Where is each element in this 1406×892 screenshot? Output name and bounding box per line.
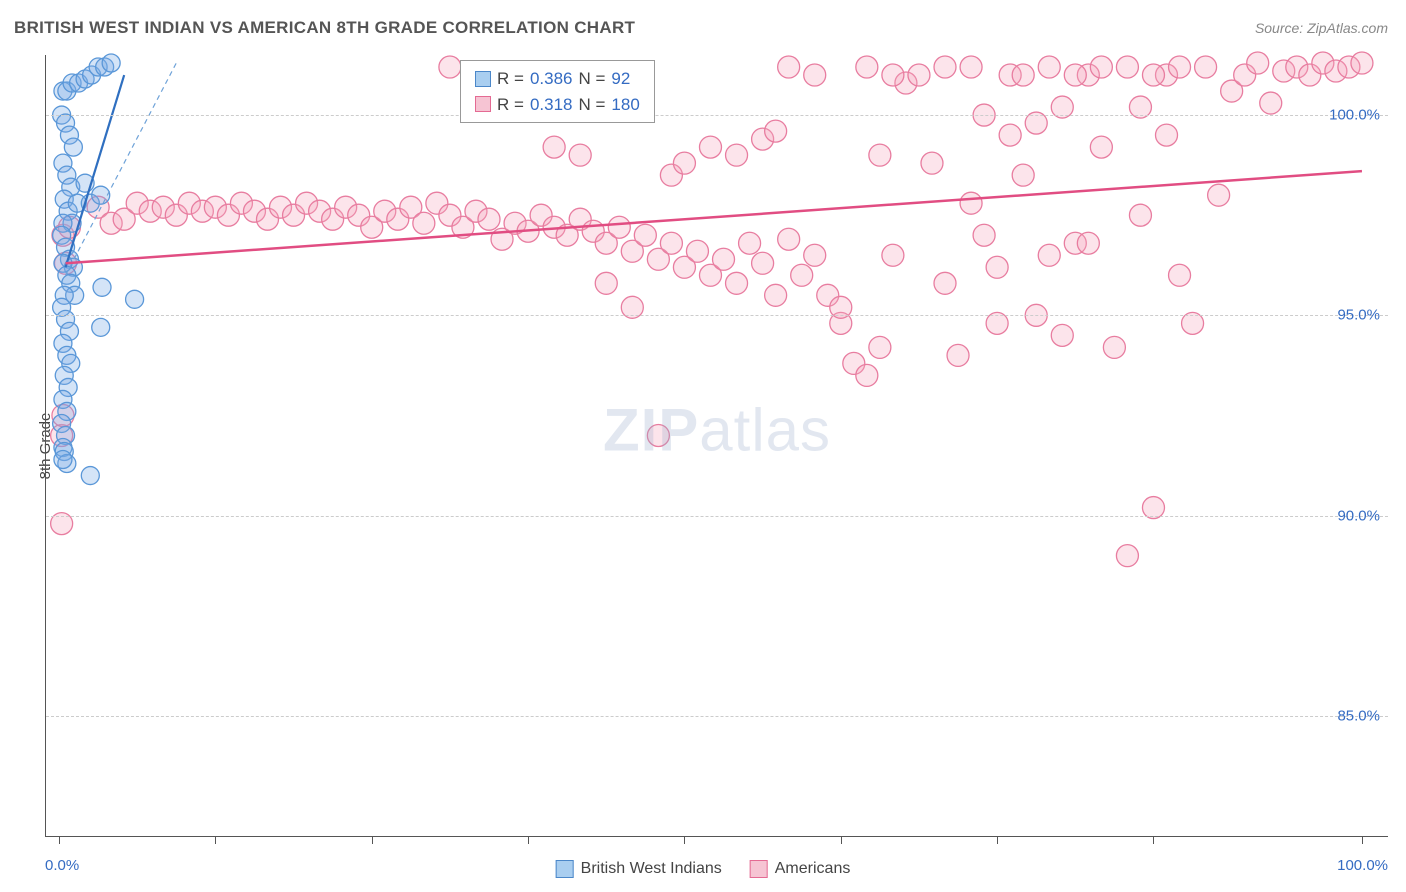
- legend-label-1: British West Indians: [581, 860, 722, 878]
- gridline: [46, 716, 1388, 717]
- legend-entry-2: Americans: [750, 860, 851, 878]
- y-tick-label: 90.0%: [1337, 507, 1380, 524]
- x-tick: [59, 836, 60, 844]
- x-tick: [215, 836, 216, 844]
- legend-swatch-pink-icon: [750, 860, 768, 878]
- x-tick: [841, 836, 842, 844]
- stats-row-2: R = 0.318 N = 180: [475, 92, 640, 118]
- x-tick: [684, 836, 685, 844]
- plot-area: ZIPatlas 85.0%90.0%95.0%100.0%: [45, 55, 1388, 837]
- x-tick: [997, 836, 998, 844]
- stats-legend: R = 0.386 N = 92 R = 0.318 N = 180: [460, 60, 655, 123]
- x-tick: [1362, 836, 1363, 844]
- chart-title: BRITISH WEST INDIAN VS AMERICAN 8TH GRAD…: [14, 18, 635, 38]
- legend-swatch-blue-icon: [556, 860, 574, 878]
- x-tick: [528, 836, 529, 844]
- x-tick: [1153, 836, 1154, 844]
- gridline: [46, 115, 1388, 116]
- y-tick-label: 85.0%: [1337, 707, 1380, 724]
- series-legend: British West Indians Americans: [556, 860, 851, 878]
- gridline: [46, 516, 1388, 517]
- x-min-label: 0.0%: [45, 857, 79, 874]
- gridline: [46, 315, 1388, 316]
- swatch-blue-icon: [475, 71, 491, 87]
- y-tick-label: 95.0%: [1337, 307, 1380, 324]
- legend-label-2: Americans: [775, 860, 851, 878]
- stats-row-1: R = 0.386 N = 92: [475, 66, 640, 92]
- legend-entry-1: British West Indians: [556, 860, 722, 878]
- x-tick: [372, 836, 373, 844]
- scatter-svg: [46, 55, 1388, 836]
- swatch-pink-icon: [475, 96, 491, 112]
- y-tick-label: 100.0%: [1329, 107, 1380, 124]
- x-max-label: 100.0%: [1337, 857, 1388, 874]
- source-label: Source: ZipAtlas.com: [1255, 20, 1388, 36]
